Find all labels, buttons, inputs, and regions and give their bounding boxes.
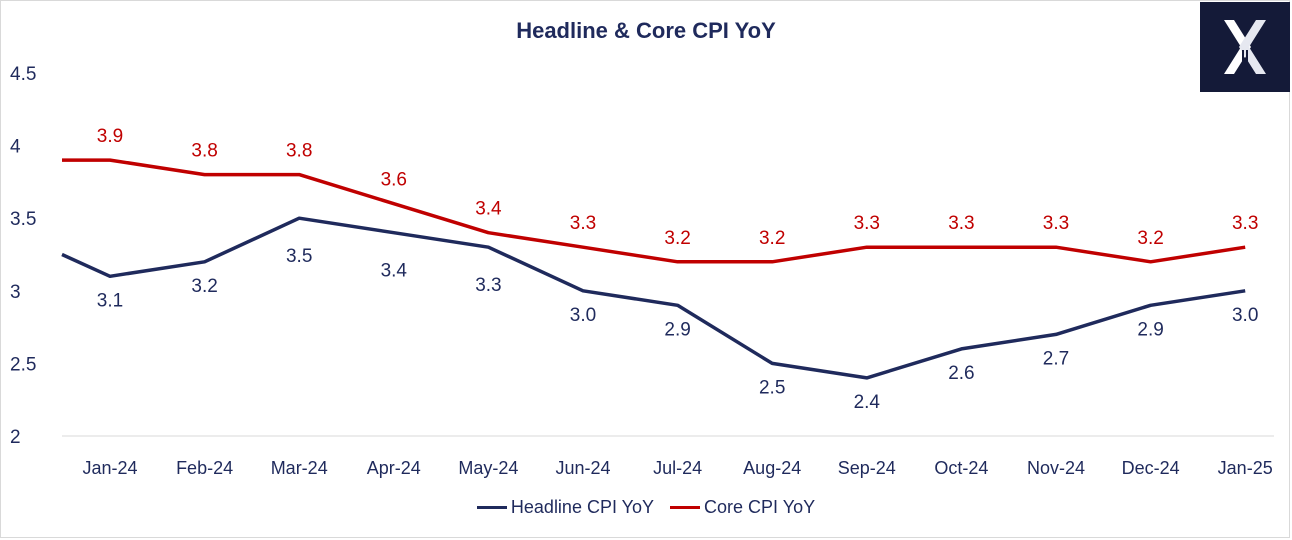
y-tick-label: 4: [10, 137, 21, 158]
core-data-label: 3.3: [570, 213, 596, 234]
legend-swatch-core: [670, 506, 701, 509]
y-tick-label: 2.5: [10, 354, 36, 375]
headline-data-label: 2.9: [1137, 319, 1163, 340]
y-tick-label: 3: [10, 282, 21, 303]
core-data-label: 3.6: [381, 170, 407, 191]
core-data-label: 3.8: [191, 141, 217, 162]
headline-data-label: 3.2: [191, 276, 217, 297]
core-data-label: 3.3: [1043, 213, 1069, 234]
x-tick-label: Oct-24: [934, 458, 988, 478]
chart-title: Headline & Core CPI YoY: [516, 18, 776, 43]
headline-data-label: 3.3: [475, 275, 501, 296]
core-data-label: 3.3: [854, 213, 880, 234]
headline-data-label: 2.9: [664, 319, 690, 340]
x-tick-label: Feb-24: [176, 458, 233, 478]
y-tick-label: 4.5: [10, 64, 36, 85]
core-data-label: 3.3: [1232, 213, 1258, 234]
x-tick-label: Jul-24: [653, 458, 702, 478]
headline-cpi-line: [61, 216, 1246, 380]
x-tick-label: Jun-24: [555, 458, 610, 478]
legend-item-core: Core CPI YoY: [670, 497, 815, 518]
headline-data-label: 3.5: [286, 246, 312, 267]
core-data-label: 3.9: [97, 126, 123, 147]
legend-label-core: Core CPI YoY: [704, 497, 816, 517]
x-tick-label: Jan-24: [82, 458, 137, 478]
core-data-label: 3.2: [1137, 228, 1163, 249]
chart-legend: Headline CPI YoY Core CPI YoY: [0, 497, 1292, 518]
y-tick-label: 3.5: [10, 209, 36, 230]
legend-item-headline: Headline CPI YoY: [476, 497, 655, 518]
headline-data-label: 3.1: [97, 290, 123, 311]
core-cpi-line: [62, 158, 1246, 264]
headline-data-label: 3.0: [570, 305, 596, 326]
x-tick-label: Jan-25: [1218, 458, 1273, 478]
headline-data-label: 3.0: [1232, 305, 1258, 326]
headline-data-label: 2.7: [1043, 348, 1069, 369]
x-tick-label: May-24: [458, 458, 518, 478]
core-data-label: 3.2: [664, 228, 690, 249]
brand-logo: [1200, 2, 1290, 92]
x-tick-label: Nov-24: [1027, 458, 1085, 478]
headline-data-label: 3.4: [381, 261, 408, 282]
core-data-label: 3.8: [286, 141, 312, 162]
headline-data-label: 2.5: [759, 377, 785, 398]
legend-swatch-headline: [476, 506, 507, 509]
legend-label-headline: Headline CPI YoY: [510, 497, 655, 517]
x-tick-label: Mar-24: [271, 458, 328, 478]
core-data-label: 3.4: [475, 199, 502, 220]
x-tick-label: Dec-24: [1122, 458, 1180, 478]
x-logo-icon: [1224, 20, 1266, 74]
x-tick-label: Sep-24: [838, 458, 896, 478]
core-data-label: 3.3: [948, 213, 974, 234]
x-tick-label: Aug-24: [743, 458, 801, 478]
x-tick-label: Apr-24: [367, 458, 421, 478]
core-data-label: 3.2: [759, 228, 785, 249]
y-tick-label: 2: [10, 427, 21, 448]
headline-data-label: 2.4: [854, 392, 881, 413]
headline-data-label: 2.6: [948, 363, 974, 384]
